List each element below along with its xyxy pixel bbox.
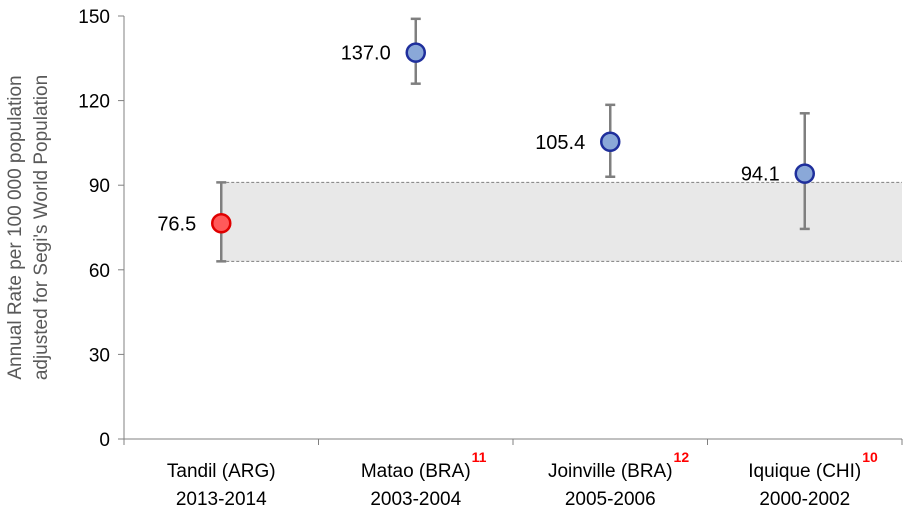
x-category-label: Iquique (CHI): [748, 461, 861, 482]
data-point: [405, 42, 426, 63]
y-axis-label: adjusted for Segi's World Population: [31, 75, 52, 380]
x-category-period: 2005-2006: [565, 489, 656, 510]
data-label: 94.1: [741, 164, 780, 186]
data-point: [600, 131, 621, 153]
y-tick-label: 0: [99, 430, 110, 451]
data-label: 105.4: [535, 132, 585, 154]
data-label: 76.5: [157, 213, 196, 235]
x-category-period: 2013-2014: [176, 489, 267, 510]
data-point: [211, 213, 232, 234]
y-tick-label: 90: [89, 176, 110, 197]
reference-superscript: 12: [674, 449, 690, 465]
x-category-period: 2000-2002: [759, 489, 850, 510]
y-tick-label: 120: [78, 92, 110, 113]
y-tick-label: 30: [89, 345, 110, 366]
x-category-label: Matao (BRA): [361, 461, 471, 482]
reference-band: [221, 182, 902, 262]
y-axis-label: Annual Rate per 100 000 population: [5, 75, 26, 379]
reference-superscript: 10: [862, 449, 878, 465]
data-label: 137.0: [341, 43, 391, 65]
data-point: [794, 163, 815, 184]
x-category-label: Tandil (ARG): [167, 461, 276, 482]
x-category-period: 2003-2004: [370, 489, 461, 510]
y-tick-label: 60: [89, 261, 110, 282]
y-tick-label: 150: [78, 7, 110, 28]
reference-superscript: 11: [472, 449, 487, 465]
x-category-label: Joinville (BRA): [548, 461, 673, 482]
